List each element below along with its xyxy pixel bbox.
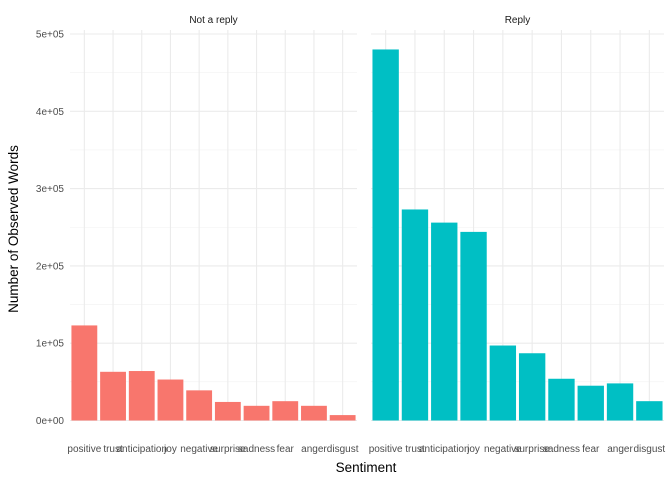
x-tick-label: negative bbox=[484, 444, 522, 455]
bar-fear bbox=[272, 401, 299, 421]
bar-negative bbox=[186, 390, 213, 421]
x-tick-label: joy bbox=[466, 444, 480, 455]
x-tick-label: fear bbox=[277, 444, 295, 455]
x-axis-title: Sentiment bbox=[336, 460, 397, 475]
x-tick-label: fear bbox=[582, 444, 600, 455]
bar-trust bbox=[401, 209, 429, 421]
y-tick-label: 5e+05 bbox=[36, 30, 65, 41]
x-tick-label: anger bbox=[607, 444, 633, 455]
facet-strip-label: Reply bbox=[505, 15, 531, 26]
x-tick-label: sadness bbox=[238, 444, 275, 455]
y-tick-label: 2e+05 bbox=[36, 261, 65, 272]
x-tick-label: anger bbox=[301, 444, 327, 455]
x-tick-label: trust bbox=[103, 444, 123, 455]
x-tick-label: surprise bbox=[210, 444, 246, 455]
bar-surprise bbox=[214, 401, 241, 421]
x-tick-label: disgust bbox=[634, 444, 666, 455]
x-tick-label: negative bbox=[180, 444, 218, 455]
bar-sadness bbox=[243, 405, 270, 421]
facet-strip-label: Not a reply bbox=[189, 15, 237, 26]
bar-anger bbox=[301, 405, 327, 421]
bar-fear bbox=[577, 385, 604, 421]
y-tick-label: 0e+00 bbox=[36, 416, 65, 427]
bar-surprise bbox=[518, 353, 546, 421]
bar-trust bbox=[100, 371, 126, 421]
bar-anticipation bbox=[431, 222, 458, 421]
x-tick-label: anticipation bbox=[419, 444, 470, 455]
bar-disgust bbox=[636, 401, 663, 421]
y-axis-title: Number of Observed Words bbox=[6, 145, 21, 313]
y-tick-label: 3e+05 bbox=[36, 184, 65, 195]
bar-disgust bbox=[329, 415, 356, 421]
y-tick-label: 1e+05 bbox=[36, 339, 65, 350]
bar-joy bbox=[460, 231, 487, 421]
x-tick-label: surprise bbox=[514, 444, 550, 455]
x-tick-label: positive bbox=[67, 444, 101, 455]
x-tick-label: positive bbox=[369, 444, 403, 455]
x-tick-label: sadness bbox=[543, 444, 580, 455]
x-tick-label: disgust bbox=[327, 444, 359, 455]
x-tick-label: anticipation bbox=[116, 444, 167, 455]
bar-joy bbox=[157, 379, 184, 421]
bar-positive bbox=[71, 325, 98, 421]
x-tick-label: joy bbox=[163, 444, 177, 455]
x-tick-label: trust bbox=[405, 444, 425, 455]
bar-anticipation bbox=[128, 371, 155, 421]
bar-sadness bbox=[548, 378, 575, 421]
y-axis: 0e+00 1e+05 2e+05 3e+05 4e+05 5e+05 bbox=[36, 30, 65, 428]
bar-anger bbox=[606, 383, 634, 421]
bar-negative bbox=[489, 345, 517, 421]
bar-positive bbox=[372, 49, 399, 421]
y-tick-label: 4e+05 bbox=[36, 107, 65, 118]
